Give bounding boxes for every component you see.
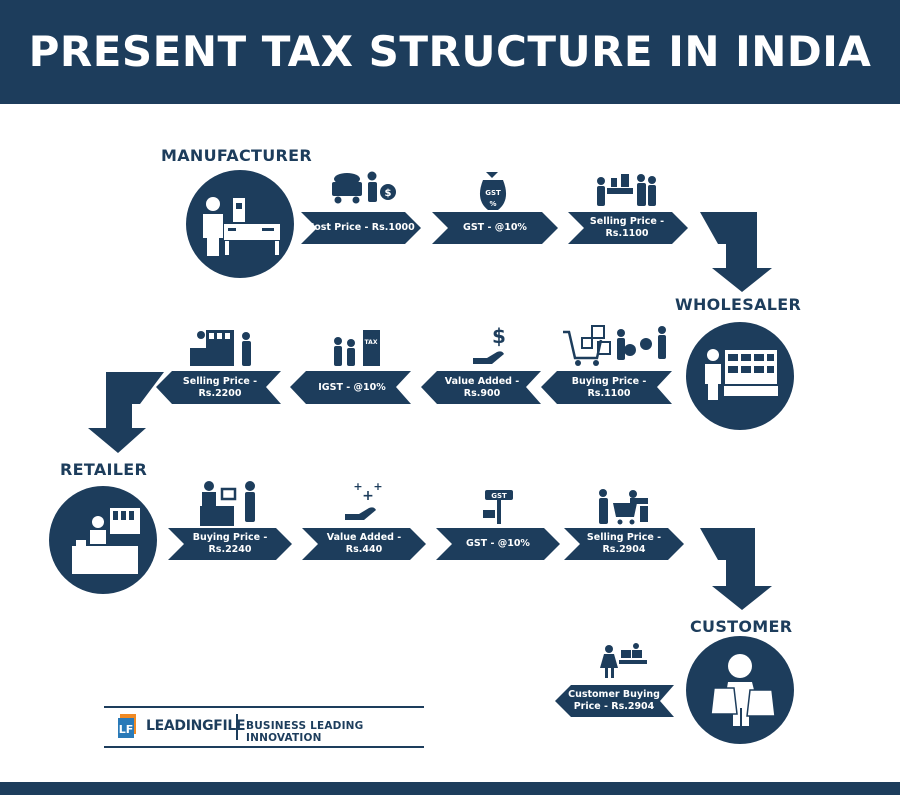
svg-text:TAX: TAX xyxy=(365,339,378,346)
tax-office-icon: TAX xyxy=(334,330,380,366)
stage-label-manufacturer: MANUFACTURER xyxy=(161,146,312,165)
footer-bar xyxy=(0,782,900,795)
stage-label-wholesaler: WHOLESALER xyxy=(675,295,802,314)
step-arrow-buying-wholesaler xyxy=(541,371,672,404)
step-label-selling-manufacturer: Selling Price - Rs.1100 xyxy=(589,216,665,239)
step-label-value-retailer: Value Added - Rs.440 xyxy=(326,532,402,555)
step-arrow-customer-buying xyxy=(555,685,674,717)
step-arrow-value-wholesaler xyxy=(421,371,541,404)
connector-manufacturer-wholesaler xyxy=(700,212,772,292)
checkout-cart-icon xyxy=(599,489,648,525)
step-arrow-buying-retailer xyxy=(168,528,292,560)
step-label-gst-manufacturer: GST - @10% xyxy=(463,222,527,233)
connector-retailer-customer xyxy=(700,528,772,610)
customer-purchase-icon xyxy=(600,643,647,678)
step-label-cost-price: Cost Price - Rs.1000 xyxy=(307,222,415,233)
svg-text:+: + xyxy=(362,488,374,504)
coal-cart-money-icon: $ xyxy=(332,171,396,204)
step-label-igst: IGST - @10% xyxy=(318,381,386,393)
wholesaler-icon xyxy=(686,322,794,430)
step-label-buying-wholesaler: Buying Price - Rs.1100 xyxy=(571,375,647,399)
title-banner: PRESENT TAX STRUCTURE IN INDIA xyxy=(0,0,900,104)
step-arrow-selling-retailer xyxy=(564,528,684,560)
step-arrow-cost-price xyxy=(301,212,421,244)
trade-counter-icon xyxy=(597,174,656,206)
plus-hand-icon: + + + xyxy=(345,480,383,520)
step-label-customer-buying: Customer Buying Price - Rs.2904 xyxy=(568,689,660,712)
logo-divider xyxy=(236,714,238,740)
svg-text:$: $ xyxy=(492,324,506,348)
customer-icon xyxy=(686,636,794,744)
step-arrow-value-retailer xyxy=(302,528,426,560)
computer-counter-icon xyxy=(200,481,255,526)
step-arrow-gst-manufacturer xyxy=(432,212,558,244)
brand-logo-strip: LF LEADINGFILE BUSINESS LEADING INNOVATI… xyxy=(104,706,424,748)
step-arrow-selling-manufacturer xyxy=(568,212,688,244)
gst-money-bag-icon: GST % xyxy=(479,172,507,210)
step-label-value-wholesaler: Value Added - Rs.900 xyxy=(444,375,520,399)
step-label-selling-retailer: Selling Price - Rs.2904 xyxy=(586,532,662,555)
page-title: PRESENT TAX STRUCTURE IN INDIA xyxy=(28,27,872,76)
svg-text:GST: GST xyxy=(491,492,507,500)
step-arrow-igst xyxy=(290,371,411,404)
svg-text:$: $ xyxy=(385,188,392,199)
svg-text:+: + xyxy=(353,480,362,493)
svg-text:+: + xyxy=(373,480,382,493)
dollar-hand-icon: $ xyxy=(473,324,506,364)
connector-wholesaler-retailer xyxy=(88,372,164,453)
step-arrow-selling-wholesaler xyxy=(156,371,281,404)
goods-cart-icon xyxy=(563,325,666,366)
step-label-gst-retailer: GST - @10% xyxy=(466,538,530,549)
svg-text:LF: LF xyxy=(119,723,134,736)
logo-name: LEADINGFILE xyxy=(146,718,246,734)
stage-label-retailer: RETAILER xyxy=(60,460,148,479)
step-arrow-gst-retailer xyxy=(436,528,560,560)
manufacturer-icon xyxy=(186,170,294,278)
leadingfile-logo-icon: LF xyxy=(118,714,136,738)
step-label-selling-wholesaler: Selling Price - Rs.2200 xyxy=(182,375,258,399)
stage-label-customer: CUSTOMER xyxy=(690,617,793,636)
logo-tagline: BUSINESS LEADING INNOVATION xyxy=(246,720,364,744)
gst-sign-icon: GST xyxy=(483,490,513,524)
retailer-icon xyxy=(49,486,157,594)
step-label-buying-retailer: Buying Price - Rs.2240 xyxy=(192,532,268,555)
svg-text:GST: GST xyxy=(485,189,501,197)
shop-counter-icon xyxy=(190,330,251,366)
svg-text:%: % xyxy=(489,200,496,208)
